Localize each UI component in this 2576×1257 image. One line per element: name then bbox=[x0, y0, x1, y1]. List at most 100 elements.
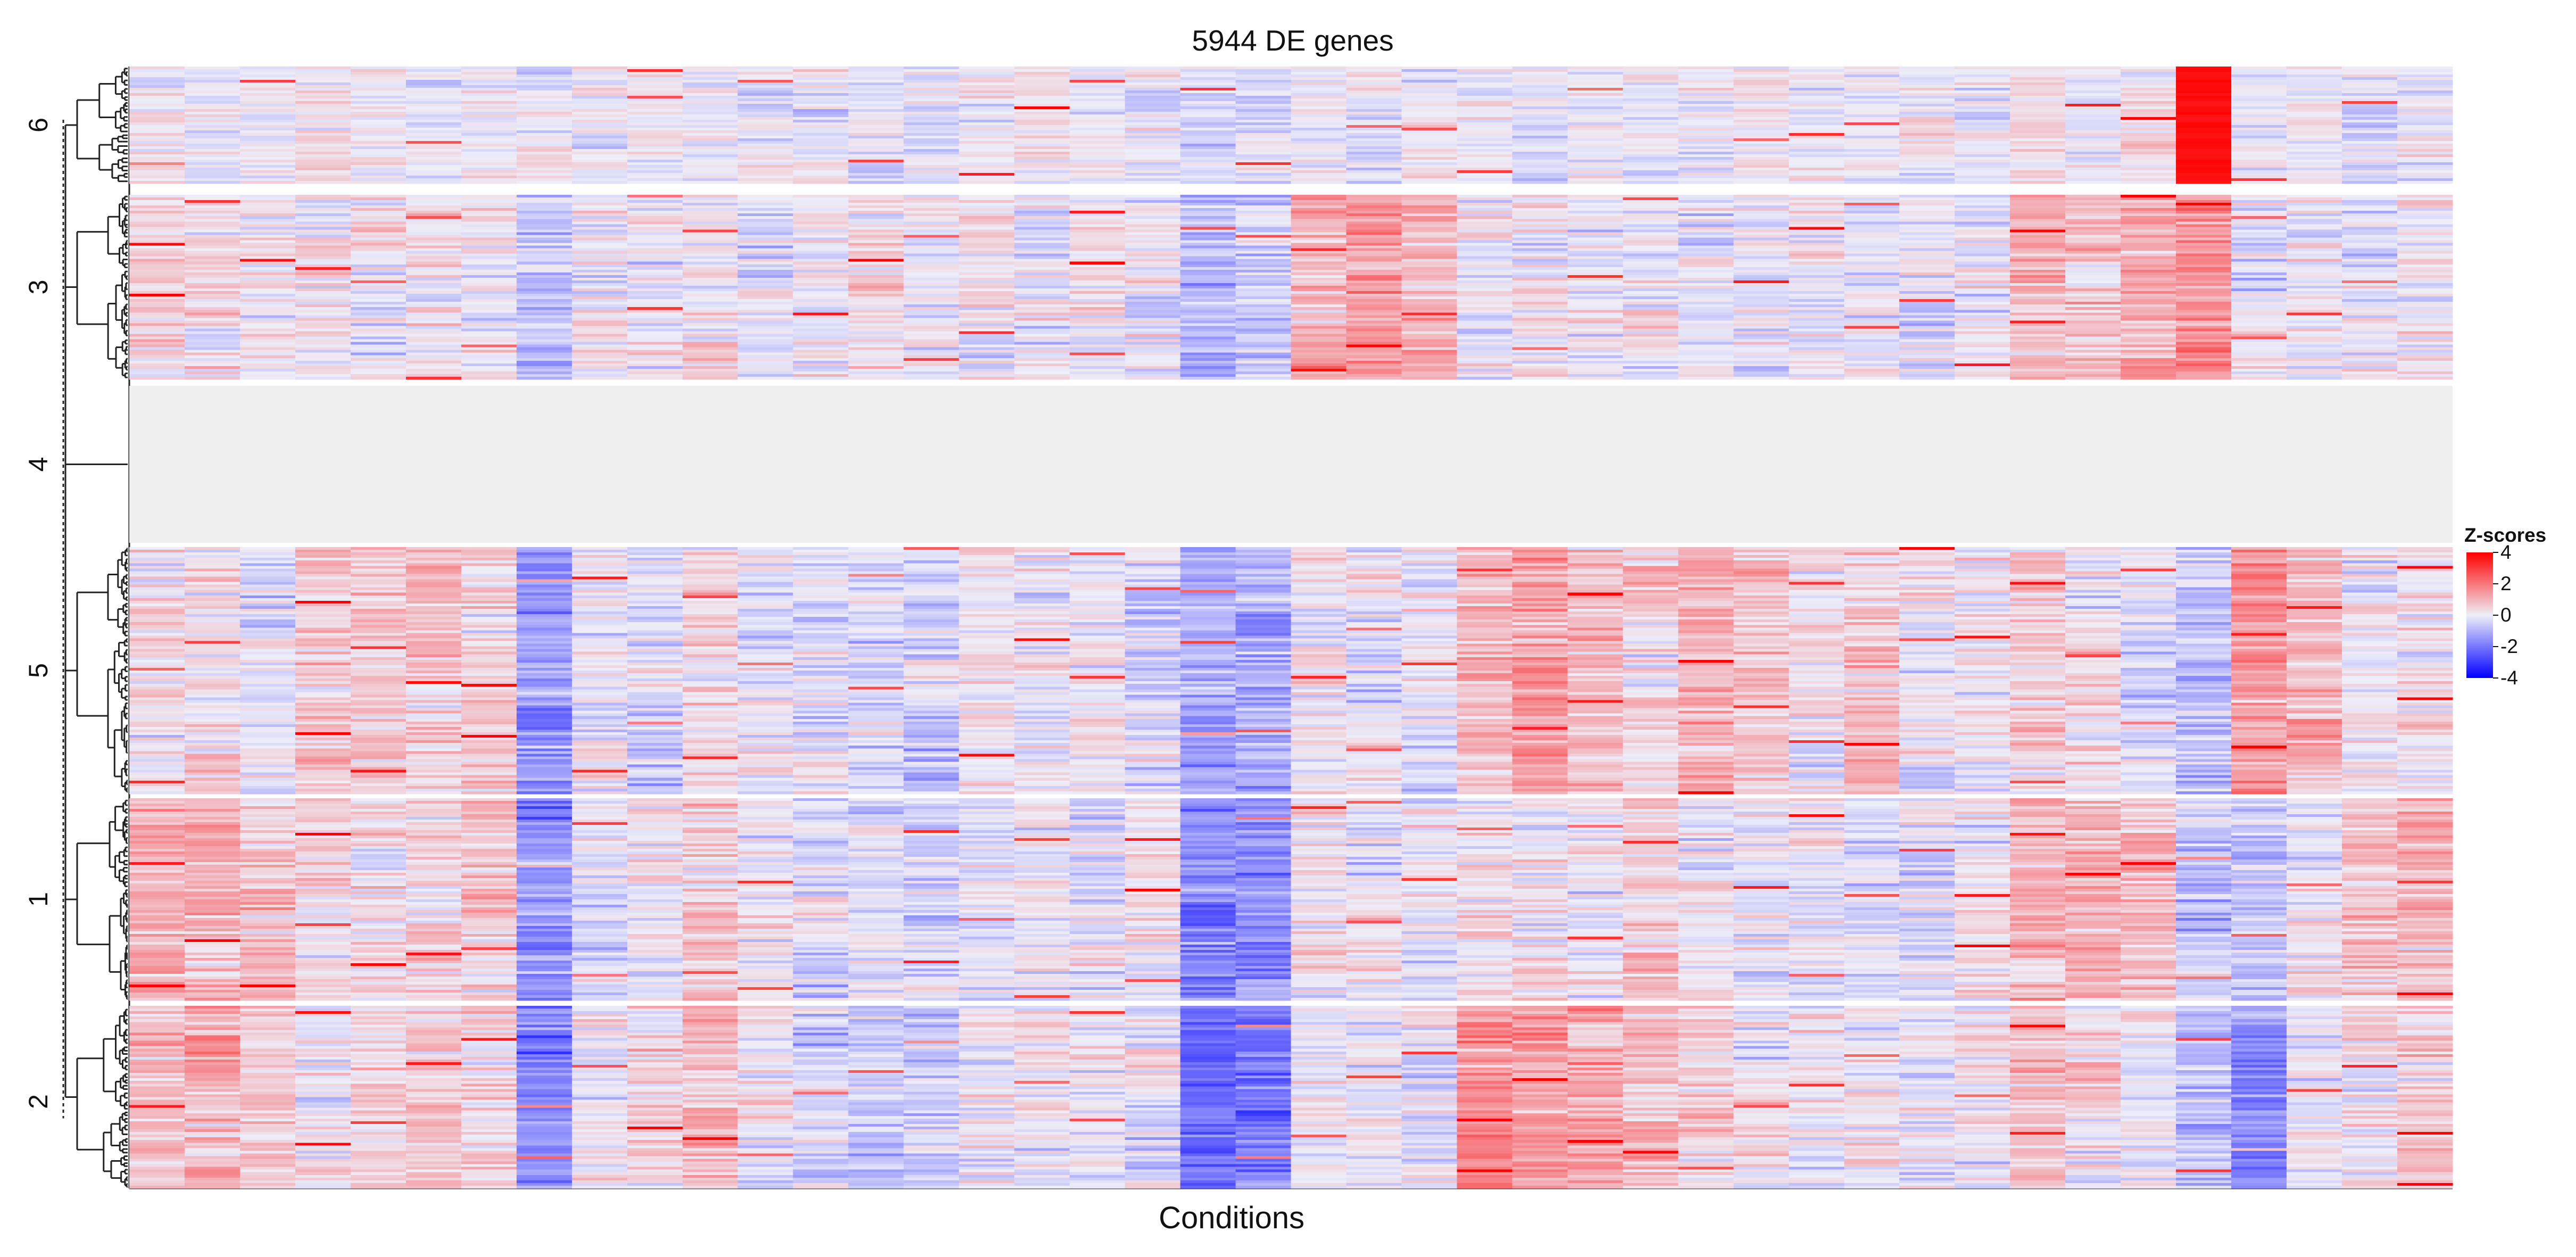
cluster-5-column-31 bbox=[1789, 547, 1844, 795]
legend-tick-label: 4 bbox=[2500, 541, 2512, 563]
cluster-1-column-35 bbox=[2010, 798, 2066, 1001]
cluster-5-column-33 bbox=[1899, 547, 1955, 795]
cluster-6-column-13 bbox=[793, 67, 849, 184]
cluster-3-column-36 bbox=[2065, 195, 2121, 380]
cluster-6-column-18 bbox=[1069, 67, 1126, 184]
chart-title: 5944 DE genes bbox=[1192, 24, 1393, 57]
cluster-5-column-26 bbox=[1512, 547, 1568, 795]
cluster-1-column-39 bbox=[2231, 798, 2287, 1001]
cluster-block-4 bbox=[129, 386, 2453, 543]
legend-tick-label: 0 bbox=[2500, 604, 2512, 626]
cluster-2-column-28 bbox=[1623, 1006, 1678, 1189]
cluster-5-column-39 bbox=[2231, 547, 2287, 795]
cluster-3-column-37 bbox=[2121, 195, 2176, 380]
cluster-block-1 bbox=[129, 798, 2453, 1001]
cluster-2-column-5 bbox=[350, 1006, 406, 1189]
cluster-1-column-38 bbox=[2176, 798, 2232, 1001]
cluster-2-column-21 bbox=[1235, 1006, 1292, 1189]
cluster-5-column-10 bbox=[627, 547, 683, 795]
cluster-1-column-15 bbox=[903, 798, 960, 1001]
cluster-3-column-39 bbox=[2231, 195, 2287, 380]
cluster-6-column-11 bbox=[682, 67, 738, 184]
cluster-2-column-33 bbox=[1899, 1006, 1955, 1189]
cluster-5-column-16 bbox=[959, 547, 1015, 795]
cluster-5-column-14 bbox=[848, 547, 904, 795]
cluster-label-1: 1 bbox=[23, 892, 53, 907]
cluster-6-column-2 bbox=[184, 67, 240, 184]
cluster-6-column-41 bbox=[2342, 67, 2398, 184]
cluster-3-column-28 bbox=[1623, 195, 1678, 380]
cluster-2-column-32 bbox=[1844, 1006, 1900, 1189]
cluster-6-column-22 bbox=[1291, 67, 1347, 184]
cluster-2-column-1 bbox=[129, 1006, 185, 1189]
cluster-3-column-35 bbox=[2010, 195, 2066, 380]
cluster-6-column-34 bbox=[1955, 67, 2010, 184]
cluster-5-column-24 bbox=[1401, 547, 1458, 795]
cluster-3-column-5 bbox=[350, 195, 406, 380]
cluster-6-column-7 bbox=[461, 67, 517, 184]
legend-tick-label: 2 bbox=[2500, 573, 2512, 594]
cluster-2-column-40 bbox=[2287, 1006, 2342, 1189]
cluster-2-column-18 bbox=[1069, 1006, 1126, 1189]
cluster-6-column-26 bbox=[1512, 67, 1568, 184]
cluster-6-column-40 bbox=[2287, 67, 2342, 184]
legend-tick-label: -2 bbox=[2500, 635, 2518, 657]
cluster-2-column-39 bbox=[2231, 1006, 2287, 1189]
cluster-3-column-20 bbox=[1180, 195, 1236, 380]
cluster-3-column-9 bbox=[571, 195, 628, 380]
cluster-6-column-42 bbox=[2397, 67, 2453, 184]
cluster-5-column-11 bbox=[682, 547, 738, 795]
cluster-6-column-39 bbox=[2231, 67, 2287, 184]
cluster-4-no-variance bbox=[129, 386, 2453, 543]
cluster-2-column-20 bbox=[1180, 1006, 1236, 1189]
cluster-1-column-41 bbox=[2342, 798, 2398, 1001]
cluster-6-column-38 bbox=[2176, 67, 2232, 184]
cluster-5-column-20 bbox=[1180, 547, 1236, 795]
cluster-5-column-32 bbox=[1844, 547, 1900, 795]
cluster-6-column-24 bbox=[1401, 67, 1458, 184]
cluster-6-column-21 bbox=[1235, 67, 1292, 184]
cluster-5-column-19 bbox=[1125, 547, 1181, 795]
cluster-5-column-30 bbox=[1733, 547, 1789, 795]
cluster-1-column-2 bbox=[184, 798, 240, 1001]
cluster-1-column-11 bbox=[682, 798, 738, 1001]
cluster-6-column-35 bbox=[2010, 67, 2066, 184]
cluster-2-column-42 bbox=[2397, 1006, 2453, 1189]
cluster-2-column-23 bbox=[1346, 1006, 1402, 1189]
cluster-1-column-28 bbox=[1623, 798, 1678, 1001]
cluster-2-column-9 bbox=[571, 1006, 628, 1189]
cluster-1-column-14 bbox=[848, 798, 904, 1001]
cluster-5-column-1 bbox=[129, 547, 185, 795]
cluster-1-column-1 bbox=[129, 798, 185, 1001]
cluster-5-column-18 bbox=[1069, 547, 1126, 795]
cluster-2-column-37 bbox=[2121, 1006, 2176, 1189]
cluster-2-column-27 bbox=[1567, 1006, 1623, 1189]
cluster-1-column-29 bbox=[1678, 798, 1734, 1001]
cluster-1-column-17 bbox=[1014, 798, 1070, 1001]
cluster-2-column-11 bbox=[682, 1006, 738, 1189]
cluster-3-column-19 bbox=[1125, 195, 1181, 380]
cluster-6-column-25 bbox=[1457, 67, 1513, 184]
cluster-5-column-13 bbox=[793, 547, 849, 795]
cluster-3-column-10 bbox=[627, 195, 683, 380]
cluster-2-column-26 bbox=[1512, 1006, 1568, 1189]
cluster-3-column-30 bbox=[1733, 195, 1789, 380]
cluster-labels: 6 3 4 5 1 2 bbox=[23, 118, 53, 1109]
cluster-3-column-29 bbox=[1678, 195, 1734, 380]
cluster-5-column-21 bbox=[1235, 547, 1292, 795]
cluster-5-column-22 bbox=[1291, 547, 1347, 795]
cluster-3-column-17 bbox=[1014, 195, 1070, 380]
cluster-3-column-8 bbox=[516, 195, 572, 380]
cluster-3-column-3 bbox=[239, 195, 296, 380]
cluster-6-column-36 bbox=[2065, 67, 2121, 184]
cluster-1-column-23 bbox=[1346, 798, 1402, 1001]
cluster-3-column-26 bbox=[1512, 195, 1568, 380]
cluster-1-column-26 bbox=[1512, 798, 1568, 1001]
cluster-5-column-28 bbox=[1623, 547, 1678, 795]
cluster-3-column-21 bbox=[1235, 195, 1292, 380]
cluster-3-column-4 bbox=[295, 195, 351, 380]
cluster-5-column-9 bbox=[571, 547, 628, 795]
cluster-6-column-19 bbox=[1125, 67, 1181, 184]
cluster-5-column-12 bbox=[737, 547, 794, 795]
cluster-1-column-4 bbox=[295, 798, 351, 1001]
